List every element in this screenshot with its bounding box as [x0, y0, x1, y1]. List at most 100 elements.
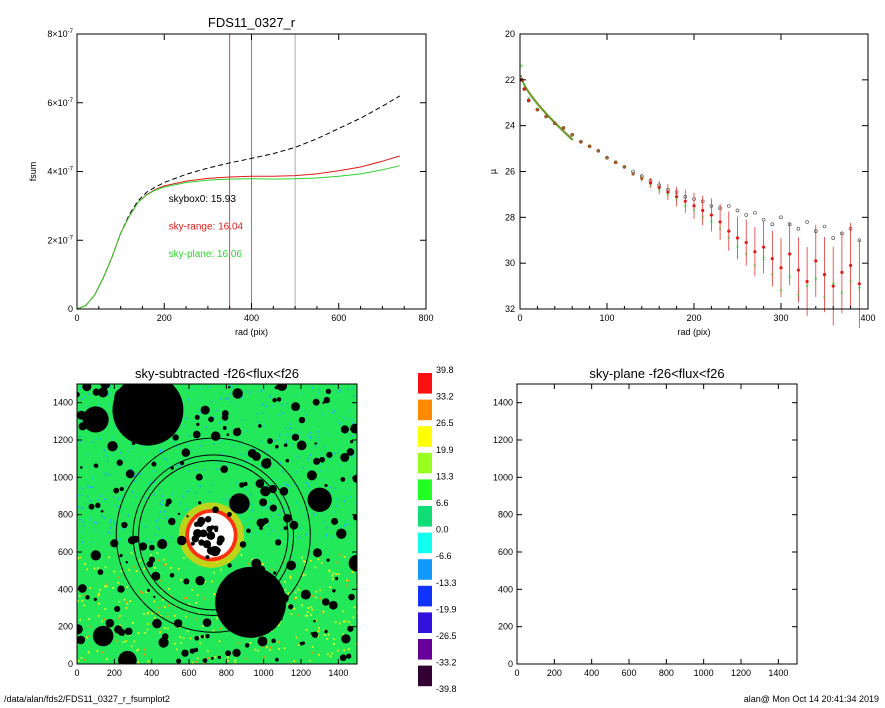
colorbar-label: 6.6	[436, 498, 449, 508]
star-mask	[673, 574, 676, 577]
noise-pixel	[77, 659, 80, 662]
star-mask	[634, 648, 638, 652]
noise-pixel	[108, 532, 111, 534]
core-mask	[216, 539, 223, 546]
sky-range-point	[605, 156, 609, 160]
noise-pixel	[154, 616, 156, 619]
star-mask	[116, 459, 123, 466]
noise-pixel	[538, 595, 540, 597]
star-mask	[259, 498, 268, 507]
star-mask	[340, 452, 350, 462]
noise-pixel	[558, 498, 560, 500]
noise-pixel	[627, 631, 629, 633]
noise-pixel	[760, 537, 762, 539]
star-mask	[715, 445, 719, 449]
noise-pixel	[265, 405, 267, 407]
noise-pixel	[270, 569, 273, 571]
noise-pixel	[619, 423, 621, 425]
noise-pixel	[571, 469, 573, 471]
noise-pixel	[92, 486, 94, 488]
noise-pixel	[324, 634, 327, 636]
star-mask	[753, 548, 762, 557]
x-tick-label: 0	[517, 313, 522, 323]
noise-pixel	[684, 618, 686, 620]
noise-pixel	[235, 482, 237, 484]
noise-pixel	[788, 621, 790, 623]
core-mask	[657, 539, 663, 545]
noise-pixel	[578, 399, 580, 401]
star-mask	[346, 653, 352, 659]
noise-pixel	[534, 568, 536, 570]
core-mask	[634, 522, 639, 527]
noise-pixel	[573, 427, 575, 429]
sky-range-point	[544, 114, 548, 119]
noise-pixel	[685, 510, 687, 512]
sky-plane-point: ×	[788, 275, 792, 281]
noise-pixel	[764, 634, 766, 636]
large-mask	[554, 388, 573, 407]
noise-pixel	[191, 588, 193, 591]
noise-pixel	[311, 608, 314, 611]
noise-pixel	[547, 474, 549, 476]
noise-pixel	[718, 624, 720, 626]
noise-pixel	[538, 615, 540, 617]
x-tick-label: 100	[599, 313, 614, 323]
noise-pixel	[202, 625, 205, 627]
noise-pixel	[157, 559, 160, 562]
noise-pixel	[320, 562, 323, 565]
noise-pixel	[177, 567, 180, 570]
noise-pixel	[719, 621, 721, 623]
x-tick-label: 600	[331, 313, 346, 323]
noise-pixel	[147, 660, 150, 663]
noise-pixel	[531, 541, 533, 543]
noise-pixel	[104, 498, 107, 501]
noise-pixel	[612, 420, 614, 422]
large-mask	[215, 566, 287, 638]
noise-pixel	[620, 503, 622, 505]
noise-pixel	[266, 406, 269, 408]
noise-pixel	[752, 595, 754, 597]
noise-pixel	[629, 471, 631, 473]
noise-pixel	[789, 410, 791, 412]
star-mask	[752, 632, 758, 638]
sky-plane-point: ×	[710, 220, 714, 226]
noise-pixel	[216, 468, 219, 471]
noise-pixel	[708, 574, 710, 576]
sky-plane-point: ×	[840, 291, 844, 297]
noise-pixel	[541, 532, 543, 534]
star-mask	[319, 456, 325, 463]
noise-pixel	[246, 390, 248, 393]
noise-pixel	[162, 598, 165, 601]
noise-pixel	[785, 520, 787, 522]
noise-pixel	[725, 589, 727, 591]
y-tick-label: 1200	[493, 435, 513, 445]
noise-pixel	[665, 580, 667, 582]
noise-pixel	[705, 405, 707, 407]
sky-range-point	[579, 140, 583, 144]
star-mask	[183, 578, 190, 585]
noise-pixel	[614, 643, 616, 645]
noise-pixel	[207, 386, 209, 388]
noise-pixel	[577, 662, 579, 664]
noise-pixel	[229, 438, 232, 440]
noise-pixel	[645, 411, 647, 413]
sky-plane-point: ×	[753, 263, 757, 269]
noise-pixel	[593, 621, 595, 623]
star-mask	[692, 452, 701, 461]
noise-pixel	[759, 464, 761, 466]
noise-pixel	[180, 501, 182, 503]
star-mask	[559, 554, 562, 557]
noise-pixel	[660, 440, 662, 442]
noise-pixel	[526, 637, 528, 639]
noise-pixel	[348, 465, 351, 467]
noise-pixel	[554, 504, 556, 506]
noise-pixel	[706, 507, 708, 509]
noise-pixel	[537, 567, 539, 569]
star-mask	[125, 560, 129, 564]
noise-pixel	[614, 615, 616, 617]
noise-pixel	[584, 649, 586, 651]
noise-pixel	[677, 405, 679, 407]
star-mask	[698, 424, 702, 428]
noise-pixel	[137, 632, 140, 634]
star-mask	[691, 559, 701, 569]
